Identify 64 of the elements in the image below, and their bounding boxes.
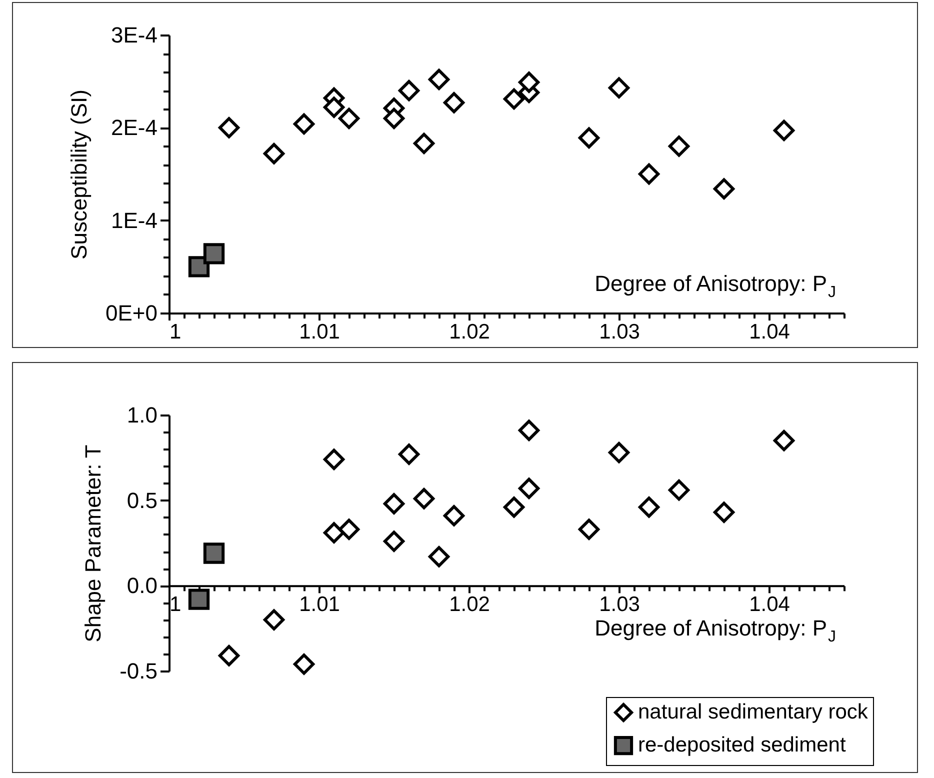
- point: [323, 96, 345, 118]
- y-tick-label: 3E-4: [111, 22, 158, 48]
- point: [668, 136, 690, 157]
- point: [578, 127, 600, 148]
- point: [398, 444, 420, 465]
- x-tick-label: 1.02: [449, 593, 490, 616]
- legend-label: re-deposited sediment: [638, 734, 846, 756]
- point: [323, 522, 345, 544]
- point: [383, 493, 405, 514]
- y-tick-label: -0.5: [120, 658, 158, 684]
- point: [668, 480, 690, 501]
- y-tick-label: 0E+0: [106, 300, 158, 326]
- point: [203, 542, 225, 564]
- point: [383, 530, 405, 552]
- point: [608, 77, 630, 98]
- x-tick-label: 1: [170, 320, 182, 344]
- y-axis-title: Susceptibility (SI): [66, 90, 92, 260]
- x-tick-label: 1: [170, 593, 182, 616]
- point: [323, 448, 345, 470]
- point: [383, 108, 405, 129]
- point: [713, 502, 735, 523]
- point: [398, 80, 420, 102]
- x-tick-label: 1.02: [449, 320, 490, 344]
- point: [428, 546, 450, 568]
- y-axis-title: Shape Parameter: T: [80, 444, 106, 642]
- x-tick-label: 1.01: [299, 320, 340, 344]
- x-tick-label: 1.04: [749, 320, 790, 344]
- point: [293, 113, 315, 135]
- point: [503, 88, 525, 110]
- point: [713, 178, 735, 200]
- point: [578, 518, 600, 540]
- point: [338, 518, 360, 540]
- y-tick-label: 1.0: [126, 402, 158, 428]
- point: [518, 420, 540, 441]
- point: [413, 488, 435, 510]
- point: [428, 68, 450, 90]
- y-tick-label: 0.5: [126, 488, 158, 513]
- y-tick-label: 1E-4: [111, 208, 158, 233]
- point: [263, 143, 285, 164]
- point: [218, 645, 240, 666]
- legend-label: natural sedimentary rock: [638, 700, 868, 724]
- y-tick-label: 0.0: [126, 573, 158, 598]
- point: [293, 654, 315, 675]
- point: [338, 108, 360, 129]
- y-tick-label: 2E-4: [111, 115, 158, 140]
- x-tick-label: 1.01: [299, 593, 340, 616]
- point: [218, 117, 240, 138]
- point: [638, 496, 660, 518]
- point: [443, 505, 465, 526]
- point: [608, 442, 630, 464]
- point: [518, 478, 540, 499]
- point: [638, 163, 660, 185]
- point: [773, 430, 795, 452]
- x-tick-label: 1.03: [599, 593, 640, 616]
- point: [443, 92, 465, 114]
- point: [188, 588, 210, 610]
- point: [203, 243, 225, 264]
- point: [773, 120, 795, 142]
- point: [518, 72, 540, 93]
- point: [413, 132, 435, 154]
- x-tick-label: 1.04: [749, 593, 790, 616]
- x-tick-label: 1.03: [599, 320, 640, 344]
- point: [263, 609, 285, 630]
- point: [503, 496, 525, 518]
